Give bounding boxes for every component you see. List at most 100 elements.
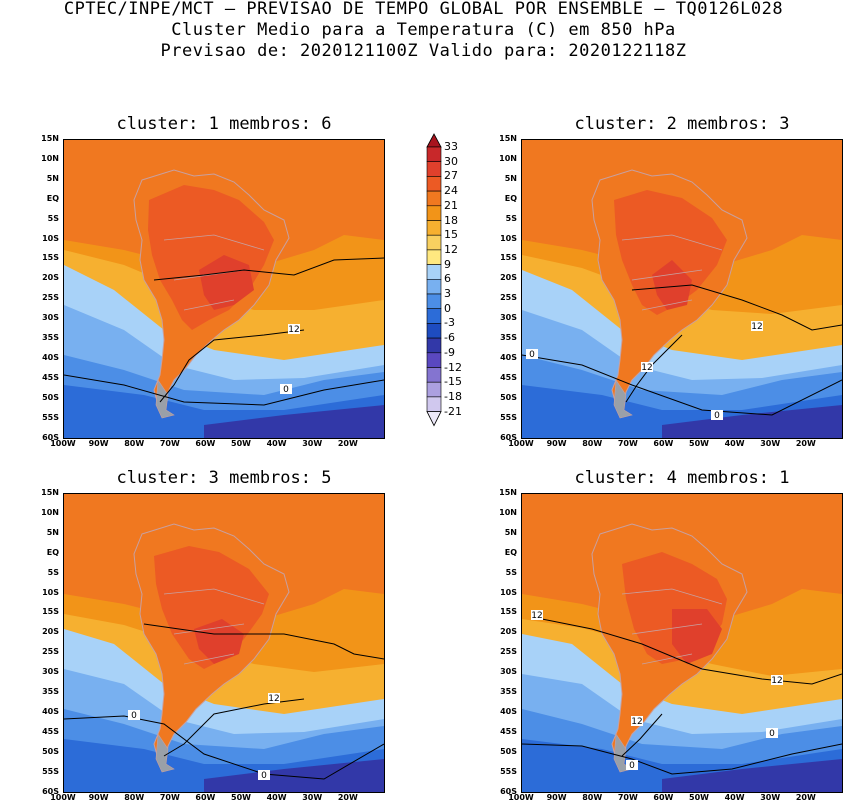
lon-tick-label: 80W	[582, 439, 603, 448]
map-svg-4: 12 12 12 0 0	[522, 494, 842, 792]
contour-label-bg	[626, 760, 638, 770]
lat-tick-label: 60S	[500, 432, 517, 442]
lon-tick-label: 20W	[337, 793, 358, 802]
contour-label-bg	[531, 610, 543, 620]
panel-3-title: cluster: 3 membros: 5	[116, 468, 332, 488]
colorbar-level-label: 33	[444, 140, 458, 153]
lat-tick-label: 5N	[46, 527, 59, 537]
lon-tick-label: 60W	[653, 439, 674, 448]
hot-core	[199, 255, 254, 310]
lat-tick-label: 15S	[500, 607, 517, 617]
lat-tick-label: 10S	[42, 587, 59, 597]
isotherm-0	[64, 715, 384, 780]
colorbar-cell	[426, 323, 442, 339]
hot-core	[672, 609, 722, 664]
colorbar-level-label: 12	[444, 242, 458, 256]
lon-tick-label: 40W	[724, 793, 745, 802]
lat-tick-label: 60S	[42, 786, 59, 796]
colorbar-cell	[426, 293, 442, 309]
lat-tick-label: 25S	[500, 647, 517, 657]
coastline	[591, 523, 748, 760]
lon-tick-label: 100W	[50, 793, 76, 802]
lat-tick-label: 10N	[499, 153, 517, 163]
lon-tick-label: 80W	[582, 793, 603, 802]
lon-tick-label: 90W	[546, 793, 567, 802]
colorbar-level-label: 30	[444, 154, 458, 168]
lat-tick-label: 20S	[500, 273, 517, 283]
lat-tick-label: 25S	[42, 647, 59, 657]
lat-tick-label: 45S	[42, 726, 59, 736]
lon-tick-label: 70W	[159, 439, 180, 448]
lat-tick-label: 20S	[42, 627, 59, 637]
lon-tick-label: 60W	[195, 793, 216, 802]
colorbar-level-label: -6	[444, 331, 455, 345]
lat-tick-label: 30S	[42, 313, 59, 323]
band-m12	[204, 759, 384, 792]
contour-label: 0	[714, 411, 720, 421]
lon-tick-label: 50W	[689, 439, 709, 448]
main-title-line1: CPTEC/INPE/MCT – PREVISAO DE TEMPO GLOBA…	[63, 0, 784, 19]
lon-tick-label: 80W	[124, 439, 145, 448]
lat-tick-label: 50S	[42, 746, 59, 756]
colorbar-level-label: 24	[444, 184, 458, 198]
isotherm-12-south	[159, 329, 305, 403]
panel-1-title: cluster: 1 membros: 6	[116, 114, 332, 134]
colorbar-level-label: -3	[444, 316, 455, 330]
lat-tick-label: 15N	[499, 134, 517, 143]
lat-tick-label: 20S	[500, 627, 517, 637]
lon-tick-label: 80W	[124, 793, 145, 802]
contour-label: 12	[631, 717, 642, 727]
colorbar-cell	[426, 396, 442, 412]
lat-tick-label: 5S	[47, 213, 59, 223]
lat-tick-label: EQ	[504, 547, 517, 557]
colorbar-cell	[426, 220, 442, 236]
lat-tick-label: 40S	[500, 706, 517, 716]
lon-tick-label: 90W	[88, 439, 109, 448]
lon-tick-label: 30W	[302, 793, 323, 802]
lat-tick-label: EQ	[46, 547, 59, 557]
lat-tick-label: 55S	[42, 412, 59, 422]
lat-tick-label: 40S	[42, 352, 59, 362]
panel-4-title: cluster: 4 membros: 1	[574, 468, 790, 488]
lat-tick-label: 15N	[499, 488, 517, 497]
colorbar-level-label: 9	[444, 257, 451, 271]
isotherm-0	[64, 374, 384, 406]
state-borders	[163, 588, 265, 665]
isotherm-12	[153, 257, 384, 281]
lat-tick-label: 10N	[41, 153, 59, 163]
lon-tick-label: 90W	[88, 793, 109, 802]
contour-label: 12	[771, 676, 782, 686]
colorbar-cell	[426, 234, 442, 251]
lat-tick-label: 10N	[499, 507, 517, 517]
lon-tick-label: 20W	[337, 439, 358, 448]
colorbar-level-label: -18	[444, 389, 462, 403]
lon-tick-label: 50W	[231, 439, 251, 448]
lat-tick-label: 25S	[42, 293, 59, 303]
map-svg-3: 0 12 0	[64, 494, 384, 792]
lat-tick-label: 35S	[42, 333, 59, 342]
lat-tick-label: 5S	[505, 567, 517, 577]
colorbar-level-label: -9	[444, 345, 455, 359]
colorbar-cell	[426, 381, 442, 398]
lon-tick-label: 100W	[508, 793, 534, 802]
map-panel-1: 12 0	[63, 139, 385, 439]
lat-tick-label: 50S	[500, 392, 517, 402]
colorbar-cell	[426, 146, 442, 162]
lat-tick-label: 50S	[500, 746, 517, 756]
lon-tick-label: 40W	[724, 439, 745, 448]
lat-tick-label: 25S	[500, 293, 517, 303]
contour-label-bg	[128, 710, 140, 720]
contour-label: 12	[641, 363, 652, 373]
lon-tick-label: 70W	[617, 439, 638, 448]
colorbar-level-label: -21	[444, 404, 462, 418]
lat-tick-label: 50S	[42, 392, 59, 402]
lat-tick-label: 55S	[500, 412, 517, 422]
contour-label-bg	[280, 384, 292, 394]
lat-tick-label: 10S	[42, 233, 59, 243]
contour-label-bg	[526, 349, 538, 359]
colorbar-level-label: 3	[444, 287, 451, 300]
coastline	[133, 169, 290, 406]
colorbar-cell	[426, 264, 442, 280]
isotherm-0	[522, 743, 842, 775]
colorbar	[426, 133, 442, 427]
